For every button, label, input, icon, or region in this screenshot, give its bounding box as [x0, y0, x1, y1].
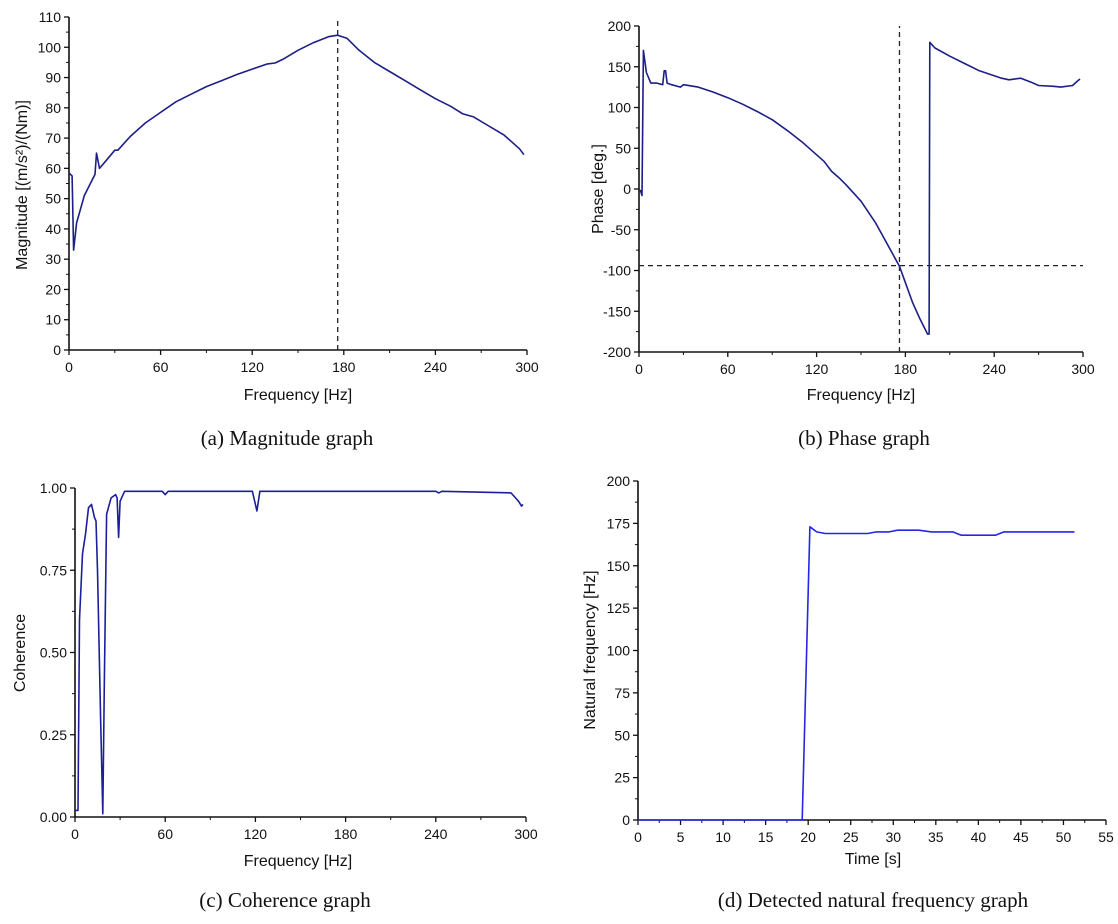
y-tick-label: 100: [608, 100, 632, 116]
y-tick-label: -100: [603, 263, 631, 279]
y-tick-label: 0: [53, 342, 61, 358]
y-tick-label: 25: [614, 770, 630, 786]
caption: (c) Coherence graph: [199, 888, 371, 912]
panel-natural-frequency: Natural frequency [Hz] Time [s] (d) Dete…: [582, 473, 1114, 912]
x-tick-label: 15: [758, 829, 774, 845]
panel-coherence: Coherence Frequency [Hz] (c) Coherence g…: [12, 480, 538, 912]
y-tick-label: 0.75: [40, 562, 67, 578]
x-tick-label: 120: [241, 359, 265, 375]
y-tick-label: 100: [607, 643, 631, 659]
y-tick-label: -200: [603, 344, 631, 360]
y-tick-label: 75: [614, 685, 630, 701]
y-tick-label: 0.25: [40, 727, 67, 743]
y-tick-label: 30: [45, 251, 61, 267]
x-tick-label: 5: [677, 829, 685, 845]
panel-magnitude: Magnitude [(m/s²)/(Nm)] Frequency [Hz] (…: [14, 9, 539, 450]
x-tick-label: 50: [1056, 829, 1072, 845]
y-tick-label: 200: [607, 473, 631, 489]
y-tick-label: 150: [607, 558, 631, 574]
y-tick-label: 0.50: [40, 645, 67, 661]
series-line: [638, 526, 1075, 821]
y-tick-label: 175: [607, 515, 631, 531]
x-tick-label: 240: [424, 359, 448, 375]
y-tick-label: 100: [38, 39, 62, 55]
series-line: [639, 41, 1081, 335]
x-tick-label: 60: [720, 361, 736, 377]
y-axis-label: Magnitude [(m/s²)/(Nm)]: [14, 100, 31, 270]
x-tick-label: 180: [894, 361, 918, 377]
y-axis-label: Natural frequency [Hz]: [582, 570, 599, 729]
caption: (d) Detected natural frequency graph: [718, 888, 1029, 912]
x-tick-label: 35: [928, 829, 944, 845]
x-tick-label: 180: [332, 359, 356, 375]
x-tick-label: 40: [971, 829, 987, 845]
x-tick-label: 240: [424, 826, 448, 842]
y-tick-label: 80: [45, 100, 61, 116]
x-tick-label: 240: [983, 361, 1007, 377]
caption: (b) Phase graph: [798, 426, 930, 450]
x-axis-label: Frequency [Hz]: [244, 853, 352, 870]
x-tick-label: 180: [334, 826, 358, 842]
x-axis-label: Time [s]: [845, 851, 901, 868]
x-tick-label: 45: [1013, 829, 1029, 845]
x-tick-label: 25: [843, 829, 859, 845]
y-tick-label: 150: [608, 59, 632, 75]
y-tick-label: 50: [614, 727, 630, 743]
x-tick-label: 10: [715, 829, 731, 845]
y-tick-label: 10: [45, 312, 61, 328]
y-tick-label: 200: [608, 18, 632, 34]
y-tick-label: 0.00: [40, 809, 67, 825]
y-tick-label: -50: [611, 222, 631, 238]
x-tick-label: 0: [71, 826, 79, 842]
y-tick-label: 125: [607, 600, 631, 616]
x-tick-label: 0: [634, 829, 642, 845]
x-axis-label: Frequency [Hz]: [244, 387, 352, 404]
y-axis-label: Phase [deg.]: [590, 144, 607, 234]
x-tick-label: 60: [157, 826, 173, 842]
x-axis-label: Frequency [Hz]: [807, 387, 915, 404]
y-tick-label: 50: [615, 140, 631, 156]
y-tick-label: 90: [45, 70, 61, 86]
series-line: [68, 34, 525, 251]
y-tick-label: 0: [622, 812, 630, 828]
y-tick-label: 110: [39, 9, 62, 25]
y-axis-label: Coherence: [12, 614, 29, 692]
x-tick-label: 55: [1098, 829, 1114, 845]
y-tick-label: 50: [45, 191, 61, 207]
x-tick-label: 120: [244, 826, 268, 842]
y-tick-label: 70: [45, 130, 61, 146]
series-line: [75, 490, 524, 815]
y-tick-label: -150: [603, 303, 631, 319]
x-tick-label: 300: [1071, 361, 1095, 377]
y-tick-label: 1.00: [40, 480, 67, 496]
caption: (a) Magnitude graph: [201, 426, 374, 450]
y-tick-label: 0: [623, 181, 631, 197]
x-tick-label: 30: [885, 829, 901, 845]
x-tick-label: 0: [635, 361, 643, 377]
x-tick-label: 0: [65, 359, 73, 375]
x-tick-label: 120: [805, 361, 829, 377]
y-tick-label: 20: [45, 281, 61, 297]
x-tick-label: 20: [800, 829, 816, 845]
panel-phase: Phase [deg.] Frequency [Hz] (b) Phase gr…: [590, 18, 1095, 450]
x-tick-label: 60: [153, 359, 169, 375]
y-tick-label: 60: [45, 160, 61, 176]
x-tick-label: 300: [515, 359, 539, 375]
y-tick-label: 40: [45, 221, 61, 237]
x-tick-label: 300: [514, 826, 538, 842]
